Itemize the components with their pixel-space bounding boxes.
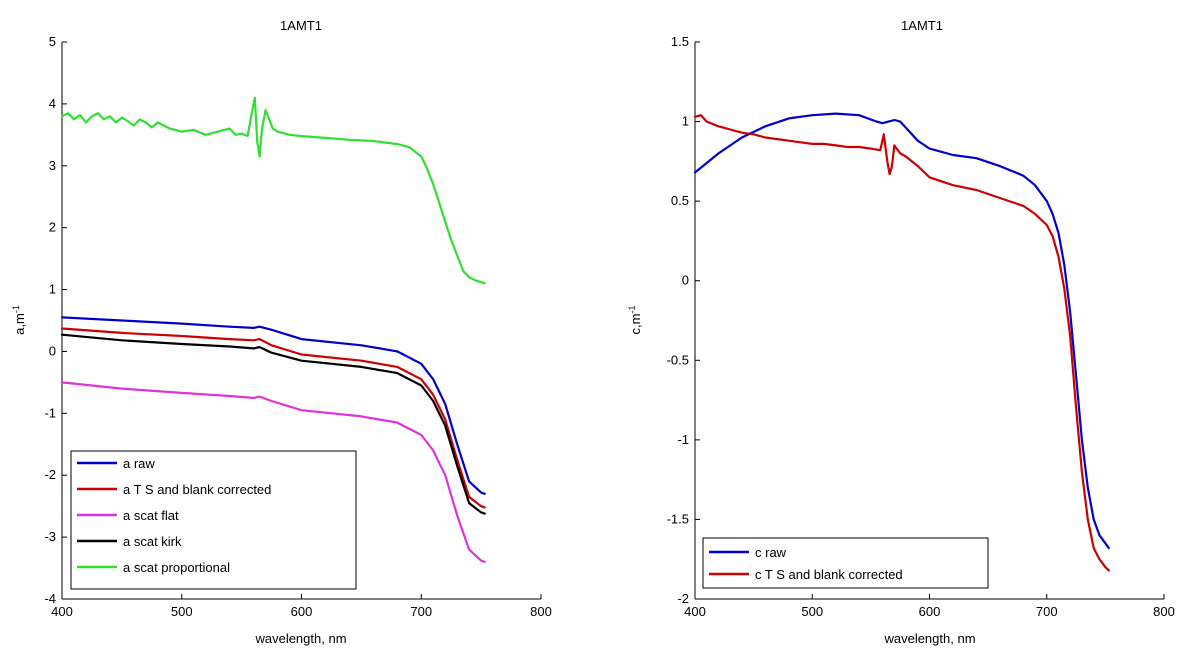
x-tick-label: 400 — [51, 604, 73, 619]
y-tick-label: -0.5 — [667, 352, 689, 367]
legend: c raw c T S and blank corrected — [702, 537, 989, 589]
chart-title: 1AMT1 — [280, 18, 322, 33]
x-axis-label: wavelength, nm — [254, 631, 346, 646]
series-line-0 — [60, 316, 486, 495]
x-tick-label: 800 — [1153, 604, 1175, 619]
tick-group: 400 500 600 700 800 -2 -1.5 -1 -0.5 0 0.5 1 1.5 — [667, 34, 1175, 619]
series-line-4 — [60, 96, 486, 285]
x-tick-label: 600 — [919, 604, 941, 619]
y-tick-label: -1.5 — [667, 511, 689, 526]
legend-label-0: c raw — [755, 545, 787, 560]
series-line-3 — [60, 333, 486, 515]
x-tick-label: 500 — [801, 604, 823, 619]
x-tick-label: 700 — [410, 604, 432, 619]
y-axis-label: a,m-1 — [11, 305, 27, 335]
legend-box — [702, 537, 989, 589]
y-tick-label: 4 — [49, 96, 56, 111]
x-tick-label: 800 — [530, 604, 552, 619]
y-tick-label: 1 — [49, 282, 56, 297]
y-axis-label: c,m-1 — [627, 306, 643, 335]
y-tick-label: -1 — [44, 405, 56, 420]
series-line-2 — [60, 381, 486, 563]
series-line-1 — [60, 327, 486, 509]
series-line-0 — [693, 112, 1110, 550]
legend-label-1: c T S and blank corrected — [755, 567, 903, 582]
x-tick-label: 700 — [1036, 604, 1058, 619]
y-tick-label: 5 — [49, 34, 56, 49]
series-lines — [693, 112, 1110, 572]
y-tick-label: 1 — [682, 114, 689, 129]
x-tick-label: 600 — [291, 604, 313, 619]
legend: a raw a T S and blank corrected a scat fla… — [70, 450, 357, 590]
y-tick-label: 0 — [682, 273, 689, 288]
y-tick-label: -2 — [677, 591, 689, 606]
x-tick-label: 500 — [171, 604, 193, 619]
chart-absorption: 1AMT1 400 500 600 700 800 -4 -3 -2 -1 0 1 2 3 4 5 wave… — [11, 18, 552, 646]
y-tick-label: 0.5 — [671, 193, 689, 208]
x-axis-label: wavelength, nm — [883, 631, 975, 646]
chart-attenuation: 1AMT1 400 500 600 700 800 -2 -1.5 -1 -0.5 0 0.5 1 1.… — [627, 18, 1175, 646]
y-tick-label: 3 — [49, 158, 56, 173]
legend-label-4: a scat proportional — [123, 560, 230, 575]
tick-group: 400 500 600 700 800 -4 -3 -2 -1 0 1 2 3 4 5 — [44, 34, 551, 619]
legend-label-2: a scat flat — [123, 508, 179, 523]
y-tick-label: -3 — [44, 529, 56, 544]
series-lines — [60, 96, 486, 563]
y-tick-label: 1.5 — [671, 34, 689, 49]
legend-label-1: a T S and blank corrected — [123, 482, 271, 497]
y-tick-label: 2 — [49, 220, 56, 235]
legend-label-0: a raw — [123, 456, 155, 471]
y-tick-label: -1 — [677, 432, 689, 447]
chart-title: 1AMT1 — [901, 18, 943, 33]
series-line-1 — [693, 114, 1110, 572]
legend-label-3: a scat kirk — [123, 534, 182, 549]
y-tick-label: -4 — [44, 591, 56, 606]
legend-box — [70, 450, 357, 590]
y-tick-label: 0 — [49, 343, 56, 358]
y-tick-label: -2 — [44, 467, 56, 482]
x-tick-label: 400 — [684, 604, 706, 619]
